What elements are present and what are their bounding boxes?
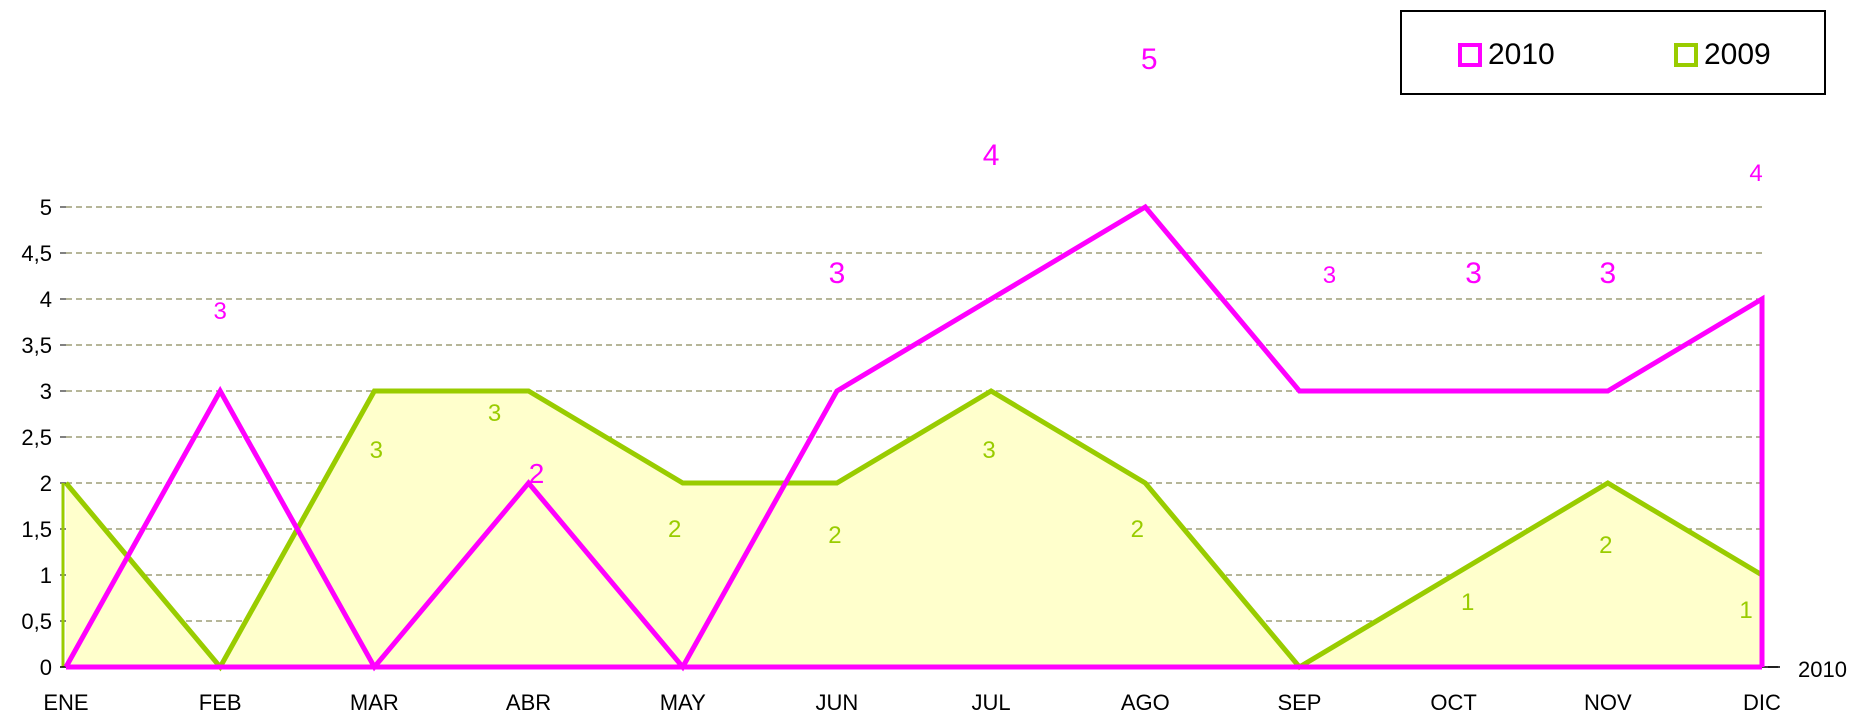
x-tick-label: JUL xyxy=(972,690,1011,714)
y-tick-label: 4,5 xyxy=(21,241,52,266)
legend: 2010 2009 xyxy=(1400,10,1826,95)
data-label-2009: 1 xyxy=(1461,589,1474,616)
data-label-2010: 3 xyxy=(829,257,846,290)
data-label-2010: 4 xyxy=(983,139,1000,172)
legend-swatch-2009 xyxy=(1674,43,1698,67)
y-tick-label: 1,5 xyxy=(21,517,52,542)
y-tick-label: 4 xyxy=(40,287,52,312)
data-label-2009: 3 xyxy=(982,437,995,464)
data-label-2009: 2 xyxy=(1131,516,1144,543)
x-tick-label: JUN xyxy=(816,690,859,714)
data-label-2010: 3 xyxy=(1323,262,1336,289)
y-tick-label: 1 xyxy=(40,563,52,588)
legend-label-2010: 2010 xyxy=(1488,38,1555,71)
data-label-2010: 3 xyxy=(214,298,227,325)
y-tick-label: 2 xyxy=(40,471,52,496)
data-label-2010: 2 xyxy=(529,458,545,489)
y-tick-label: 0,5 xyxy=(21,609,52,634)
depth-axis-label: 2010 xyxy=(1798,657,1847,682)
y-tick-label: 0 xyxy=(40,655,52,680)
x-tick-label: SEP xyxy=(1277,690,1321,714)
series-2009-area xyxy=(66,391,1762,667)
y-tick-label: 2,5 xyxy=(21,425,52,450)
x-tick-label: DIC xyxy=(1743,690,1781,714)
legend-item-2010: 2010 xyxy=(1458,38,1555,72)
x-tick-label: MAR xyxy=(350,690,399,714)
x-tick-label: FEB xyxy=(199,690,242,714)
data-label-2010: 3 xyxy=(1465,257,1482,290)
data-label-2009: 1 xyxy=(1739,597,1752,624)
data-label-2009: 3 xyxy=(370,437,383,464)
x-tick-label: OCT xyxy=(1430,690,1476,714)
data-label-2009: 2 xyxy=(668,516,681,543)
data-label-2009: 2 xyxy=(1599,532,1612,559)
legend-label-2009: 2009 xyxy=(1704,38,1771,71)
y-tick-label: 3,5 xyxy=(21,333,52,358)
data-label-2009: 2 xyxy=(828,522,841,549)
x-tick-label: ENE xyxy=(43,690,88,714)
data-label-2010: 3 xyxy=(1599,257,1616,290)
legend-swatch-2010 xyxy=(1458,43,1482,67)
data-label-2009: 3 xyxy=(488,400,501,427)
x-tick-label: MAY xyxy=(660,690,706,714)
data-label-2010: 4 xyxy=(1749,160,1762,187)
x-tick-label: NOV xyxy=(1584,690,1632,714)
series-2009-line xyxy=(64,388,1764,672)
data-label-2010: 5 xyxy=(1141,43,1158,76)
x-tick-label: AGO xyxy=(1121,690,1170,714)
y-tick-label: 5 xyxy=(40,195,52,220)
x-tick-label: ABR xyxy=(506,690,551,714)
legend-item-2009: 2009 xyxy=(1674,38,1771,72)
y-tick-label: 3 xyxy=(40,379,52,404)
